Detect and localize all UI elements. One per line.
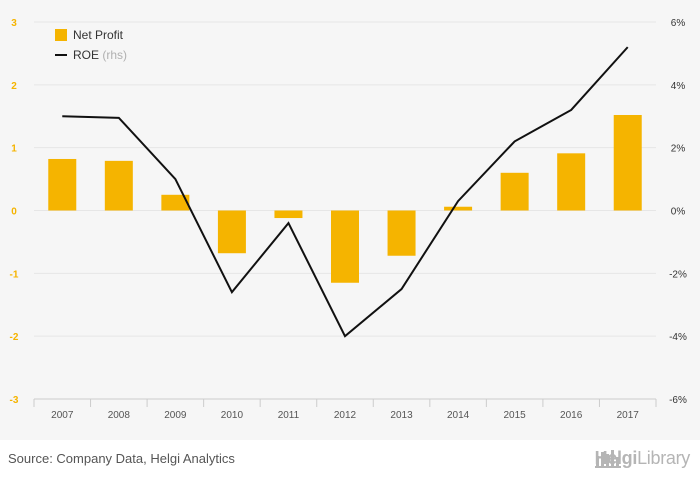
- y-left-tick-label: -3: [10, 395, 19, 406]
- y-right-tick-label: -4%: [669, 332, 687, 343]
- footer: Source: Company Data, Helgi Analytics He…: [0, 440, 700, 483]
- line-roe: [62, 46, 629, 338]
- bar-net-profit: [331, 210, 359, 283]
- x-tick-label: 2014: [447, 410, 470, 421]
- bar-net-profit: [557, 153, 586, 211]
- legend-rhs-suffix: (rhs): [102, 48, 127, 62]
- brand-logo[interactable]: HelgiLibrary: [594, 448, 690, 469]
- y-right-tick-label: 2%: [671, 144, 686, 155]
- x-tick-label: 2008: [108, 410, 131, 421]
- bar-net-profit: [274, 210, 303, 219]
- bar-net-profit: [104, 160, 133, 211]
- x-tick-label: 2011: [278, 410, 300, 421]
- x-tick-label: 2013: [390, 410, 413, 421]
- y-right-tick-label: 4%: [671, 81, 686, 92]
- legend-label-roe: ROE (rhs): [73, 48, 127, 62]
- legend-label-net-profit: Net Profit: [73, 28, 124, 42]
- x-tick-label: 2015: [504, 410, 527, 421]
- x-tick-label: 2012: [334, 410, 357, 421]
- x-tick-label: 2017: [617, 410, 640, 421]
- y-left-tick-label: 2: [11, 81, 17, 92]
- y-right-tick-label: -6%: [669, 395, 687, 406]
- bar-net-profit: [217, 210, 246, 254]
- y-left-tick-label: 1: [11, 144, 17, 155]
- y-right-tick-label: 6%: [671, 18, 686, 29]
- y-left-tick-label: 0: [11, 207, 17, 218]
- y-left-tick-label: -2: [10, 332, 19, 343]
- y-right-tick-label: 0%: [671, 207, 686, 218]
- y-left-tick-label: -1: [10, 269, 19, 280]
- x-tick-label: 2007: [51, 410, 74, 421]
- x-tick-label: 2010: [221, 410, 244, 421]
- chart-svg: 3 2 1 0 -1 -2 -3 6% 4% 2% 0% -2% -4% -6% 2007 2008 2009 2…: [10, 18, 687, 421]
- bar-net-profit: [500, 172, 529, 211]
- y-right-tick-label: -2%: [669, 269, 687, 280]
- bar-net-profit: [444, 206, 473, 211]
- brand-light: Library: [637, 448, 690, 468]
- bar-net-profit: [161, 194, 190, 211]
- bar-net-profit: [613, 114, 642, 211]
- bar-net-profit: [48, 158, 77, 211]
- library-icon: [594, 450, 621, 468]
- x-tick-label: 2009: [164, 410, 187, 421]
- bar-net-profit: [387, 210, 416, 256]
- source-text: Source: Company Data, Helgi Analytics: [8, 451, 235, 466]
- y-left-tick-label: 3: [11, 18, 17, 29]
- x-tick-label: 2016: [560, 410, 583, 421]
- legend-swatch-net-profit: [55, 29, 67, 41]
